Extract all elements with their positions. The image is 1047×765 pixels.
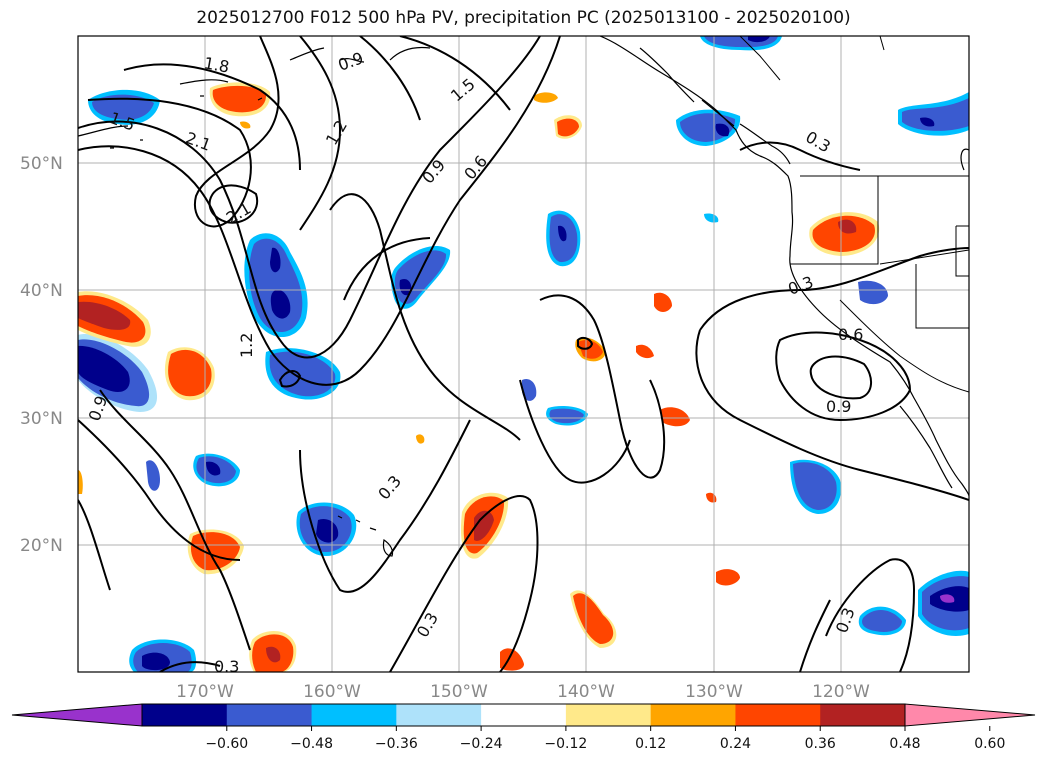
colorbar-tick-label: 0.12 [635,736,666,752]
lat-label: 20°N [20,536,63,556]
negative-anomaly-blob [700,36,782,51]
colorbar-segment [820,704,906,726]
lat-label: 50°N [20,154,63,174]
negative-anomaly-blob [790,459,842,514]
positive-anomaly-blob [164,347,215,401]
colorbar-segment [481,704,567,726]
negative-anomaly-blob [78,334,158,412]
colorbar-tick-label: 0.48 [889,736,920,752]
map-frame [77,35,970,673]
negative-anomaly-blob [858,606,906,636]
lon-label: 120°W [812,682,870,702]
latitude-labels: 50°N 40°N 30°N 20°N [20,154,63,556]
colorbar-tick-label: −0.12 [544,736,587,752]
colorbar-extend-high [904,703,1036,727]
contour-label: 0.9 [826,397,851,416]
positive-anomaly-blob [570,590,617,648]
graticule [78,36,969,672]
contour-label: 1.8 [202,53,230,76]
lon-label: 170°W [176,682,234,702]
positive-anomaly-blob [809,212,880,256]
colorbar-segment [311,704,397,726]
lon-label: 160°W [303,682,361,702]
lon-label: 140°W [557,682,615,702]
lon-label: 130°W [685,682,743,702]
colorbar-tick-label: 0.24 [720,736,751,752]
colorbar-tick-label: 0.60 [974,736,1005,752]
colorbar-tick-label: −0.36 [375,736,418,752]
lat-label: 30°N [20,409,63,429]
negative-anomaly-blob [296,502,357,556]
political-borders [739,36,969,393]
positive-anomaly-blob [460,492,509,559]
map-background [78,36,969,672]
precip-shading [78,36,969,672]
colorbar-segment [396,704,482,726]
pv-contours [78,36,969,672]
negative-anomaly-blob [546,406,588,426]
lat-label: 40°N [20,281,63,301]
contour-label: 0.3 [214,657,239,676]
coastlines [78,36,969,557]
contour-label: 0.6 [838,325,863,344]
colorbar-segment [142,704,228,726]
lon-label: 150°W [430,682,488,702]
colorbar-tick-label: −0.60 [205,736,248,752]
positive-anomaly-blob [78,291,151,347]
colorbar-segment [226,704,313,726]
colorbar: −0.60 −0.48 −0.36 −0.24 −0.12 0.12 0.24 0.36 0.4… [11,703,1036,752]
colorbar-tick-label: 0.36 [805,736,836,752]
negative-anomaly-blob [146,213,888,491]
negative-anomaly-blob [391,246,451,309]
colorbar-frame [141,703,906,727]
colorbar-segment [650,704,736,726]
positive-anomaly-blob [187,529,244,575]
negative-anomaly-blob [918,570,969,636]
positive-anomaly-blob [249,630,297,672]
negative-anomaly-blob [522,378,537,401]
colorbar-segment [735,704,821,726]
longitude-labels: 170°W 160°W 150°W 140°W 130°W 120°W [176,682,870,702]
positive-anomaly-blob [209,82,271,117]
negative-anomaly-blob [546,210,581,267]
positive-anomaly-blob [78,92,740,671]
colorbar-tick-label: −0.48 [290,736,333,752]
contour-label: 1.2 [237,333,256,358]
colorbar-extend-low [11,703,143,727]
negative-anomaly-blob [898,92,969,136]
figure-title: 2025012700 F012 500 hPa PV, precipitatio… [196,8,851,28]
colorbar-tick-label: −0.24 [460,736,503,752]
colorbar-segment [565,704,652,726]
